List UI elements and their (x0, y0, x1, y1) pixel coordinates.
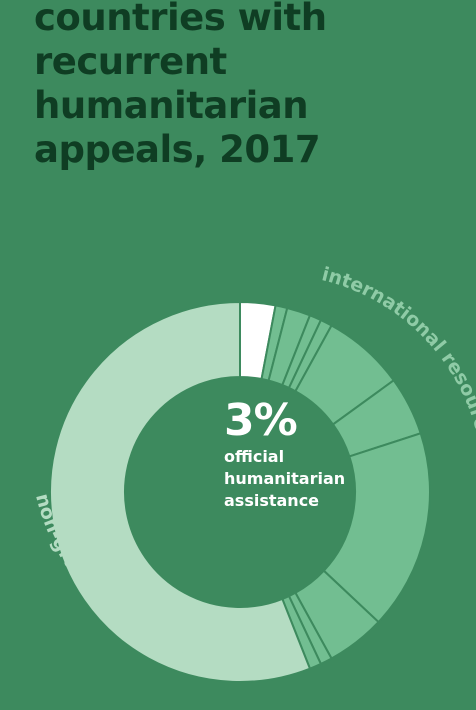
center-label-line: official (224, 447, 285, 466)
title-line: recurrent (34, 40, 227, 83)
chart-title: countries with recurrent humanitarian ap… (34, 0, 464, 172)
center-label: 3% official humanitarian assistance (224, 396, 384, 512)
title-line: humanitarian (34, 84, 309, 127)
title-line: appeals, 2017 (34, 128, 321, 171)
center-value: 3% (224, 395, 298, 446)
center-label-line: humanitarian (224, 469, 346, 488)
title-line: countries with (34, 0, 327, 39)
donut-slice (49, 300, 312, 683)
center-label-line: assistance (224, 491, 320, 510)
slices-group (49, 300, 431, 683)
